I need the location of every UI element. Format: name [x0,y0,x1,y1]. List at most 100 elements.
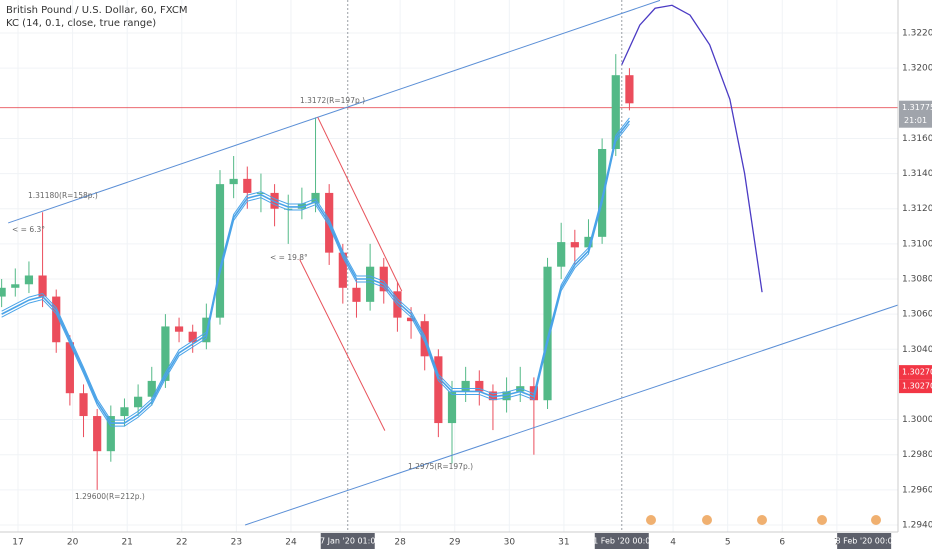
candle-body [598,148,607,237]
y-tick-label: 1.30400 [902,345,932,355]
y-tick-label: 1.31400 [902,169,932,179]
y-tick-label: 1.32000 [902,64,932,74]
annotation: 1.2975(R=197p.) [408,462,473,471]
candle-body [93,416,102,452]
candle-body [584,236,593,248]
candle-body [188,331,197,343]
x-tick-label: 28 [394,538,406,548]
event-icons [646,515,881,525]
candle-body [570,242,579,248]
event-icon [871,515,881,525]
candle-body [434,356,443,424]
candle-body [502,391,511,401]
y-tick-label: 1.30800 [902,275,932,285]
candle-body [65,342,74,394]
candle-body [461,380,470,392]
y-tick-label: 1.31200 [902,204,932,214]
candle-body [379,266,388,292]
annotation: 1.31180(R=158p.) [28,191,98,200]
candle-body [284,208,293,210]
candle-body [475,380,484,392]
trend-line [317,116,403,292]
candle-body [338,252,347,288]
x-tick-box [594,533,649,549]
y-tick-label: 1.30600 [902,310,932,320]
trend-line [244,304,899,526]
annotation: 1.29600(R=212p.) [75,492,145,501]
trend-line [299,259,386,431]
candle-body [625,75,634,104]
candle-body [447,391,457,424]
candle-body [38,275,47,297]
x-tick-label: 21 [121,538,132,548]
price-tag [899,379,932,394]
candle-body [215,184,225,318]
candle-body [366,266,375,302]
event-icon [646,515,656,525]
x-tick-label: 08 Feb '20 00:00 [830,537,897,546]
candle-body [352,287,361,302]
event-icon [817,515,827,525]
candle-body [243,178,252,193]
indicator-label: KC (14, 0.1, close, true range) [6,18,156,29]
x-tick-label: 27 Jan '20 01:00 [315,537,381,546]
keltner-line [1,123,630,427]
y-tick-label: 1.29400 [902,520,932,530]
x-tick-label: 01 Feb '20 00:00 [588,537,655,546]
candle-body [11,284,20,288]
price-time: 21:01 [904,116,927,125]
y-tick-label: 1.30000 [902,415,932,425]
price-label: 1.31775 [902,103,932,112]
x-tick-label: 31 [558,538,569,548]
trend-line [621,4,763,293]
price-axis [898,0,932,550]
annotation: < = 6.3° [12,225,45,234]
price-tag [899,365,932,380]
x-tick-label: 23 [231,538,242,548]
candle-body [229,178,238,185]
x-tick-box [320,533,375,549]
x-tick-box [837,533,892,549]
candle-body [256,192,266,194]
price-tag-label: 1.30270 [902,368,932,377]
y-tick-label: 1.29800 [902,450,932,460]
candle-body [0,287,6,297]
candle-body [24,275,34,285]
price-tag-label: 1.30270 [902,382,932,391]
x-tick-label: 30 [504,538,516,548]
candle-body [79,393,88,417]
y-tick-label: 1.32200 [902,29,932,39]
chart-title: British Pound / U.S. Dollar, 60, FXCM [6,5,187,16]
keltner-line [1,120,631,424]
x-tick-label: 6 [779,538,785,548]
x-tick-label: 7 [834,538,840,548]
y-tick-label: 1.29600 [902,485,932,495]
event-icon [757,515,767,525]
x-tick-label: 4 [670,538,676,548]
x-tick-label: 5 [725,538,731,548]
plot [0,0,899,532]
x-tick-label: 20 [67,538,79,548]
x-tick-label: 17 [12,538,23,548]
x-tick-label: 29 [449,538,461,548]
candle-body [488,391,498,401]
candle-body [543,266,552,401]
candle-body [297,203,306,209]
annotation: 1.3172(R=197p.) [300,96,365,105]
candle-body [174,326,184,332]
trend-line [8,0,661,224]
y-tick-label: 1.31600 [902,134,932,144]
price-box [899,100,932,128]
annotation: < = 19.8° [270,253,308,262]
keltner-line [1,117,630,421]
x-tick-label: 24 [285,538,297,548]
x-tick-label: 22 [176,538,187,548]
candle-body [134,396,143,408]
candle-body [147,380,156,397]
candle-body [406,317,416,322]
time-axis [0,532,898,550]
candle-body [52,296,61,343]
candle-body [611,75,620,149]
